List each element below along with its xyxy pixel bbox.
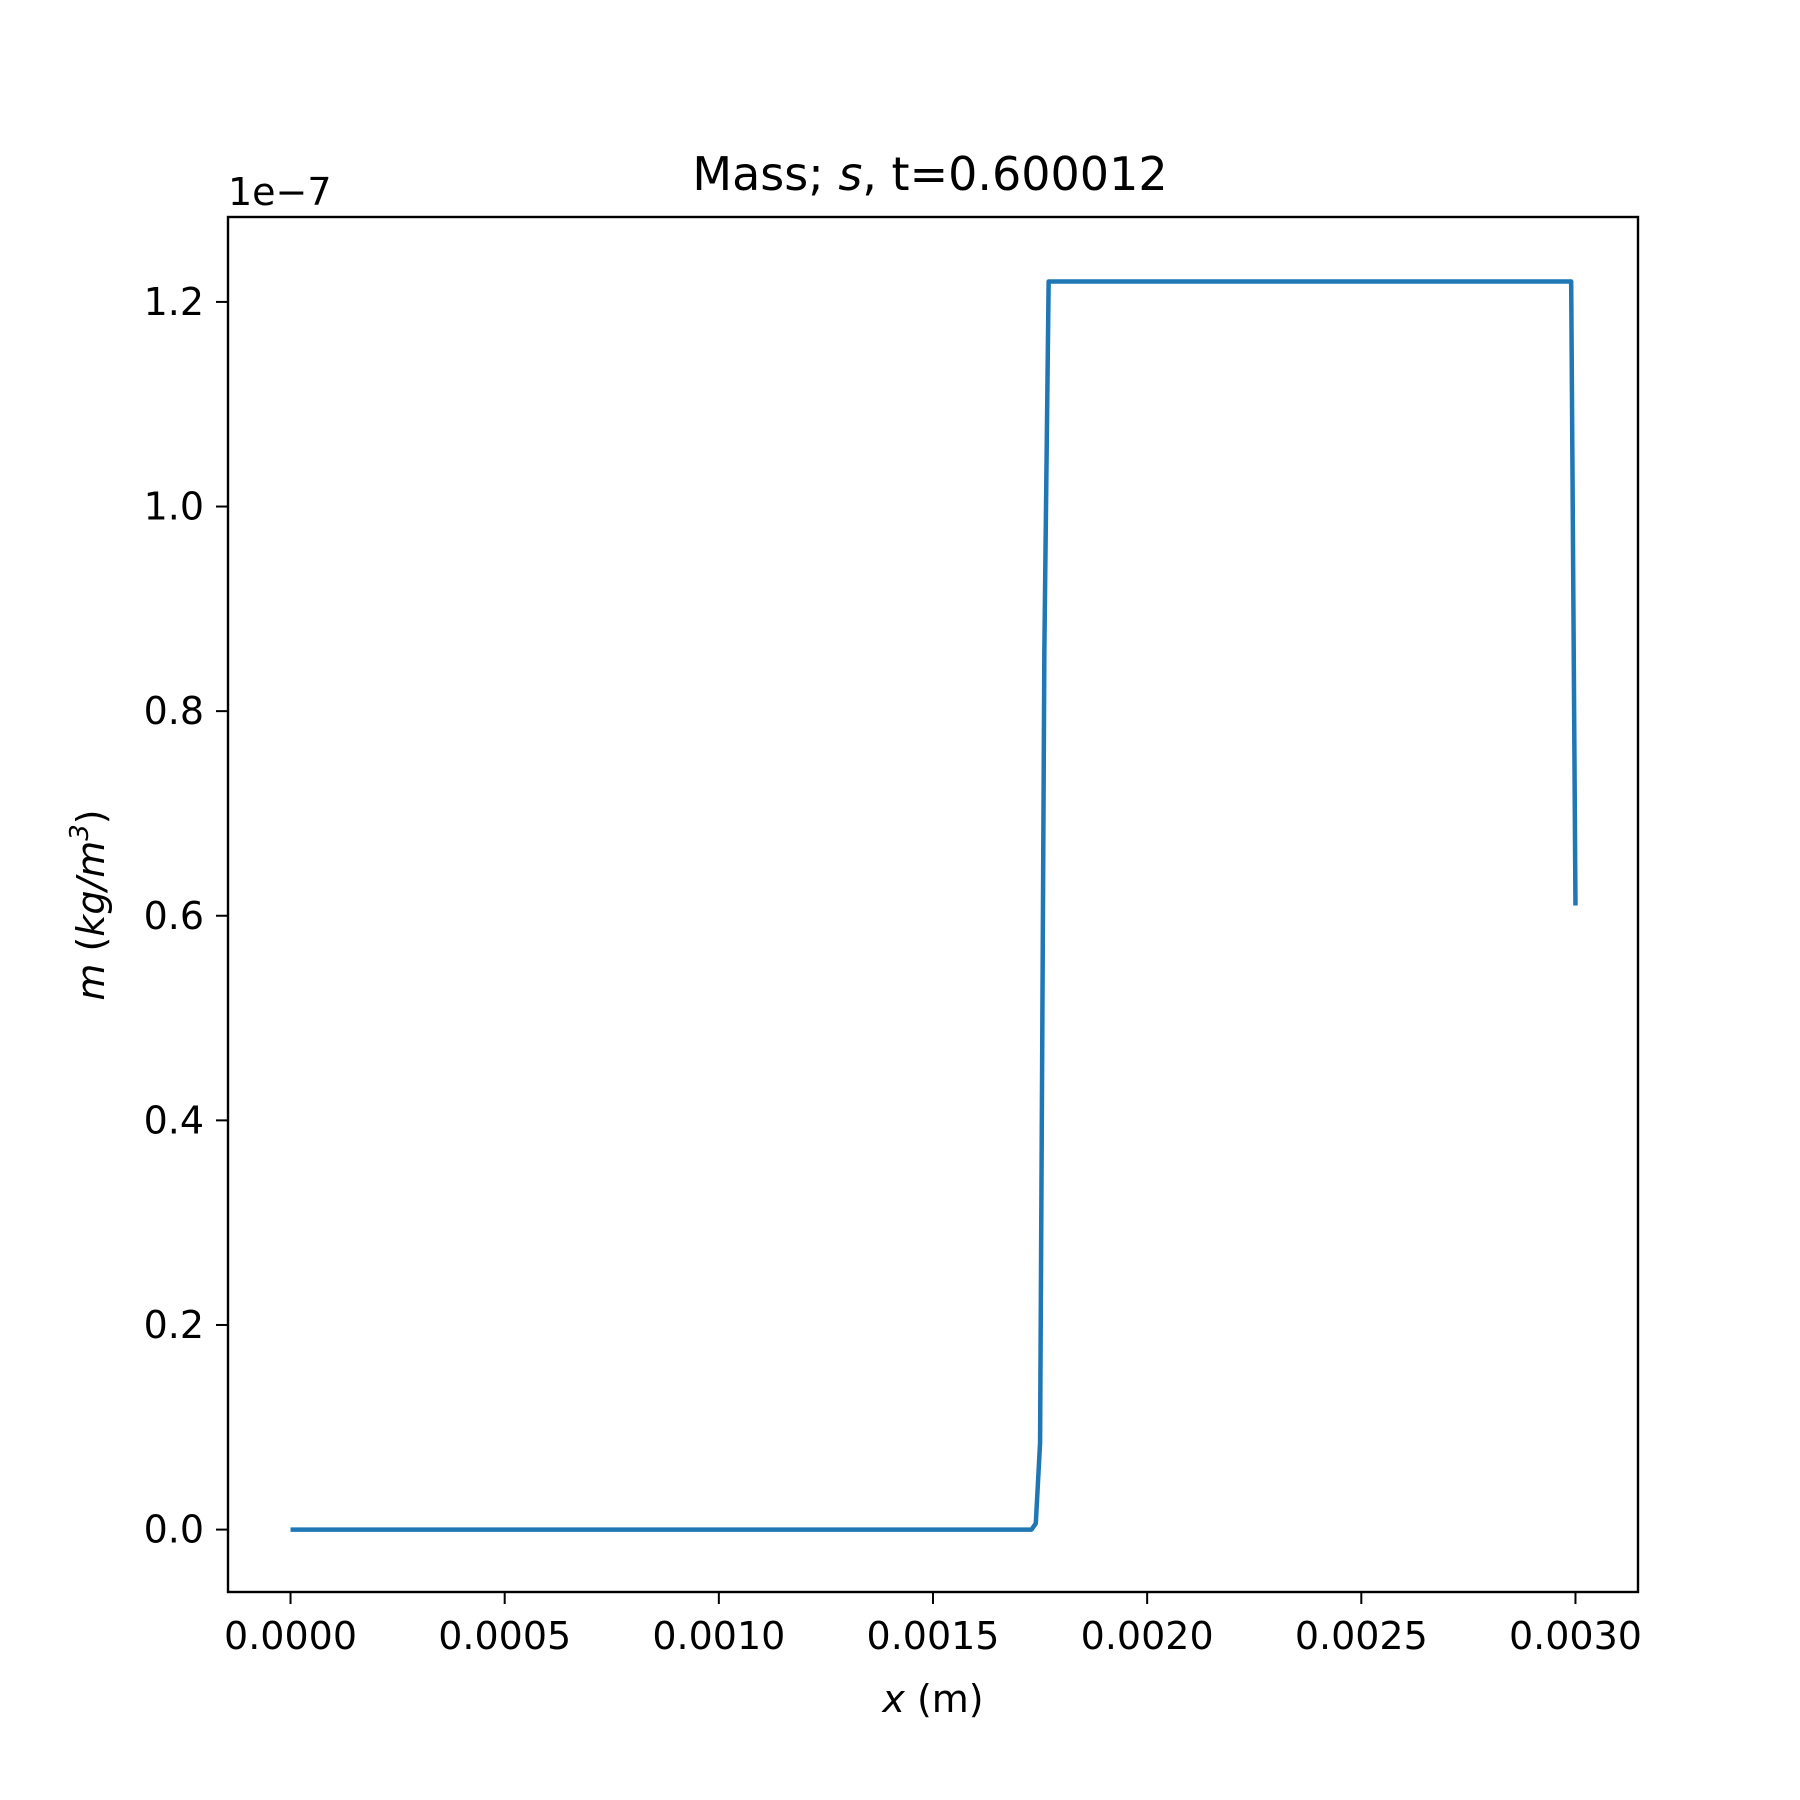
ticks-layer: 0.0000 0.0005 0.0010 0.0015 0.0020 0.0025 0.00… xyxy=(144,280,1642,1658)
x-tick-label: 0.0015 xyxy=(867,1614,1000,1658)
x-axis-label-unit: (m) xyxy=(905,1677,984,1721)
y-axis-label-superscript: 3 xyxy=(65,824,95,841)
x-tick-label: 0.0025 xyxy=(1295,1614,1428,1658)
y-tick-label: 0.8 xyxy=(144,689,204,733)
y-tick-label: 0.4 xyxy=(144,1098,204,1142)
chart-title: Mass; s, t=0.600012 xyxy=(692,147,1167,201)
x-axis-label: x (m) xyxy=(881,1677,983,1721)
title-suffix: , t=0.600012 xyxy=(862,147,1167,201)
x-tick-label: 0.0010 xyxy=(652,1614,785,1658)
title-prefix: Mass; xyxy=(692,147,838,201)
x-tick-label: 0.0030 xyxy=(1509,1614,1642,1658)
x-tick-label: 0.0005 xyxy=(438,1614,571,1658)
series-layer xyxy=(290,279,1578,1532)
y-tick-label: 0.6 xyxy=(144,894,204,938)
y-axis-label: m (kg/m3) xyxy=(65,809,113,1000)
y-tick-label: 0.0 xyxy=(144,1508,204,1552)
y-tick-label: 0.2 xyxy=(144,1303,204,1347)
y-offset-label: 1e−7 xyxy=(228,170,332,214)
series-line-0 xyxy=(290,279,1578,1532)
y-tick-label: 1.2 xyxy=(144,280,204,324)
x-tick-label: 0.0000 xyxy=(224,1614,357,1658)
title-variable: s xyxy=(838,147,862,201)
y-axis-label-close: ) xyxy=(69,809,113,824)
x-tick-label: 0.0020 xyxy=(1081,1614,1214,1658)
y-axis-label-variable: m xyxy=(69,964,113,1001)
x-axis-label-variable: x xyxy=(881,1677,905,1721)
y-axis-label-open: ( xyxy=(69,937,113,964)
y-tick-label: 1.0 xyxy=(144,485,204,529)
plot-frame xyxy=(226,215,1640,1594)
y-axis-label-unit: kg/m xyxy=(69,841,113,937)
